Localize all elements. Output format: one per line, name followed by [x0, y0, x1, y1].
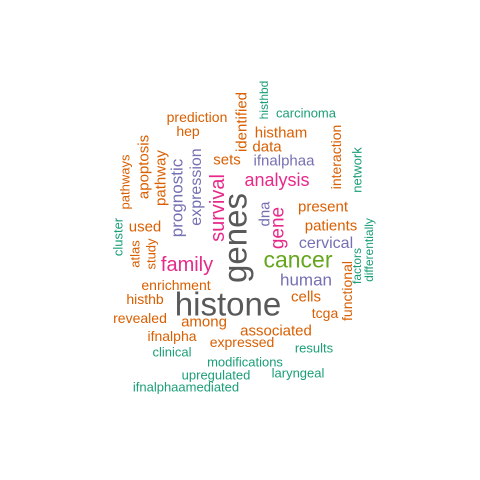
word-study: study [143, 238, 159, 270]
word-data: data [252, 138, 282, 156]
word-pathway: pathway [152, 150, 170, 206]
word-modifications: modifications [207, 354, 283, 370]
word-ifnalphaa: ifnalphaa [253, 152, 315, 170]
word-enrichment: enrichment [141, 277, 211, 293]
word-differentially: differentially [362, 218, 376, 282]
word-expression: expression [188, 148, 205, 226]
word-laryngeal: laryngeal [271, 365, 325, 381]
word-present: present [297, 198, 349, 216]
word-survival: survival [207, 174, 229, 242]
word-among: among [181, 313, 227, 331]
word-network: network [349, 147, 365, 193]
word-cluster: cluster [110, 217, 126, 257]
word-prediction: prediction [166, 109, 228, 125]
word-prognostic: prognostic [167, 158, 187, 238]
word-sets: sets [213, 151, 241, 169]
word-clinical: clinical [152, 344, 192, 360]
word-cancer: cancer [263, 246, 333, 273]
word-histhb: histhb [126, 291, 164, 307]
word-histham: histham [254, 124, 308, 142]
word-family: family [160, 254, 214, 276]
word-ifnalphaamediated: ifnalphaamediated [132, 379, 240, 395]
word-used: used [128, 218, 162, 236]
word-histone: histone [174, 285, 282, 323]
word-upregulated: upregulated [181, 367, 251, 383]
word-apoptosis: apoptosis [135, 134, 153, 200]
word-identified: identified [233, 91, 251, 153]
word-revealed: revealed [113, 310, 167, 326]
word-carcinoma: carcinoma [276, 105, 336, 121]
word-atlas: atlas [127, 240, 143, 268]
word-patients: patients [304, 217, 358, 235]
word-analysis: analysis [244, 170, 310, 190]
word-cervical: cervical [298, 235, 354, 252]
word-tcga: tcga [311, 305, 339, 321]
word-histhbd: histhbd [257, 80, 271, 120]
word-associated: associated [240, 322, 312, 340]
word-cells: cells [290, 288, 322, 306]
word-interaction: interaction [328, 124, 344, 190]
word-human: human [280, 270, 332, 290]
word-dna: dna [256, 201, 274, 227]
word-expressed: expressed [209, 334, 275, 350]
word-ifnalpha: ifnalpha [147, 328, 197, 344]
word-hep: hep [176, 123, 200, 139]
word-results: results [294, 340, 334, 356]
word-pathways: pathways [117, 154, 133, 210]
